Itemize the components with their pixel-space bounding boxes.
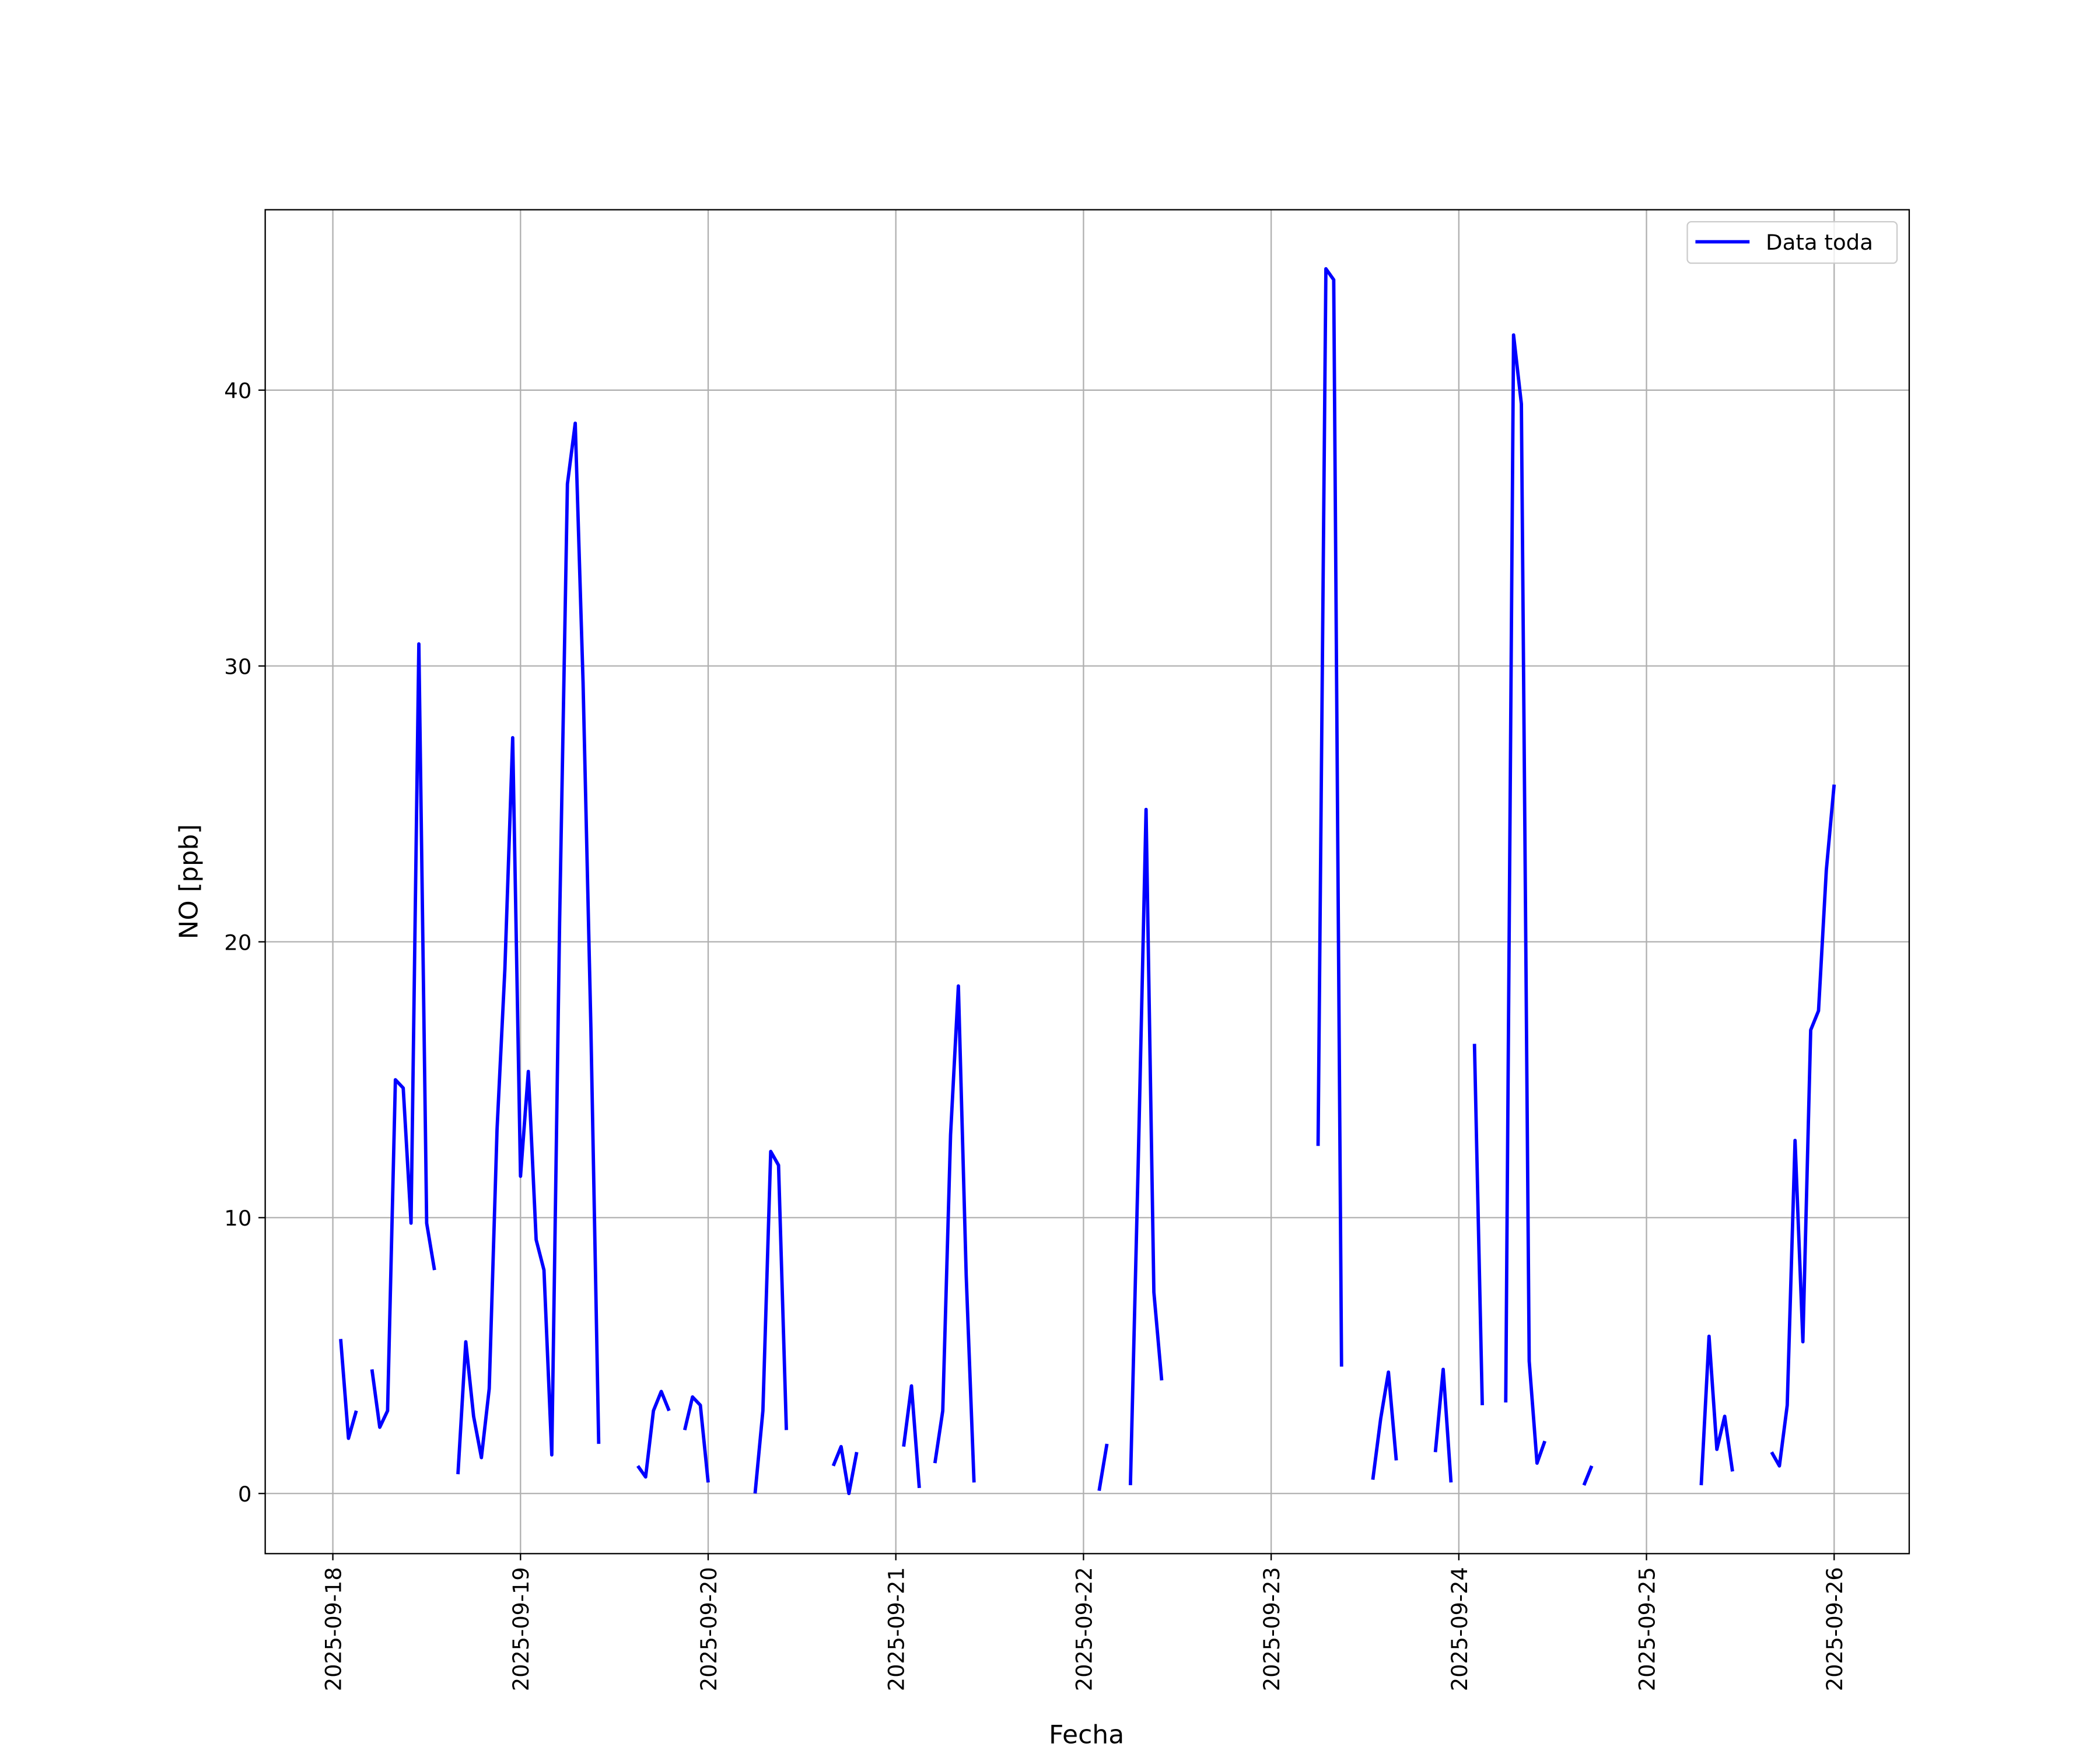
y-tick-label: 40	[224, 379, 251, 404]
y-axis-label: NO [ppb]	[174, 824, 204, 939]
y-tick-label: 10	[224, 1206, 251, 1231]
x-tick-label: 2025-09-24	[1447, 1567, 1472, 1691]
x-axis-label: Fecha	[1049, 1720, 1124, 1750]
plot-frame	[264, 209, 1910, 1555]
data-line	[339, 267, 1836, 1496]
x-tick-label: 2025-09-23	[1259, 1567, 1284, 1691]
x-tick-label: 2025-09-20	[696, 1567, 722, 1691]
x-tick-label: 2025-09-26	[1822, 1567, 1847, 1691]
legend-box	[1686, 221, 1898, 264]
y-tick-label: 0	[238, 1482, 252, 1507]
y-tick-label: 20	[224, 930, 251, 955]
legend-label: Data toda	[1766, 230, 1873, 255]
x-tick-label: 2025-09-19	[509, 1567, 534, 1691]
x-tick-label: 2025-09-22	[1072, 1567, 1097, 1691]
x-tick-label: 2025-09-21	[884, 1567, 909, 1691]
x-tick-label: 2025-09-25	[1634, 1567, 1660, 1691]
y-tick-label: 30	[224, 654, 251, 680]
x-tick-label: 2025-09-18	[321, 1567, 346, 1691]
